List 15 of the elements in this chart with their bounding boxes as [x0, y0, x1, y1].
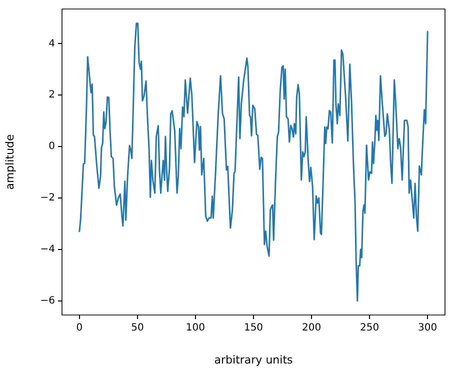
y-tick-label: −2: [40, 192, 55, 204]
y-tick-label: 0: [48, 141, 55, 152]
x-tick-label: 300: [418, 322, 438, 334]
x-tick-label: 100: [186, 322, 206, 334]
y-axis-title: amplitude: [3, 134, 16, 190]
x-tick-label: 0: [76, 322, 83, 334]
y-tick-label: −6: [40, 295, 55, 306]
y-tick-label: 4: [48, 38, 55, 50]
y-tick-label: −4: [40, 244, 55, 256]
x-axis-title: arbitrary units: [214, 353, 293, 366]
x-tick-label: 250: [360, 322, 380, 334]
y-tick-label: 2: [48, 90, 55, 101]
x-tick-label: 200: [302, 322, 322, 334]
x-tick-label: 150: [244, 322, 264, 334]
x-tick-label: 50: [131, 322, 144, 334]
